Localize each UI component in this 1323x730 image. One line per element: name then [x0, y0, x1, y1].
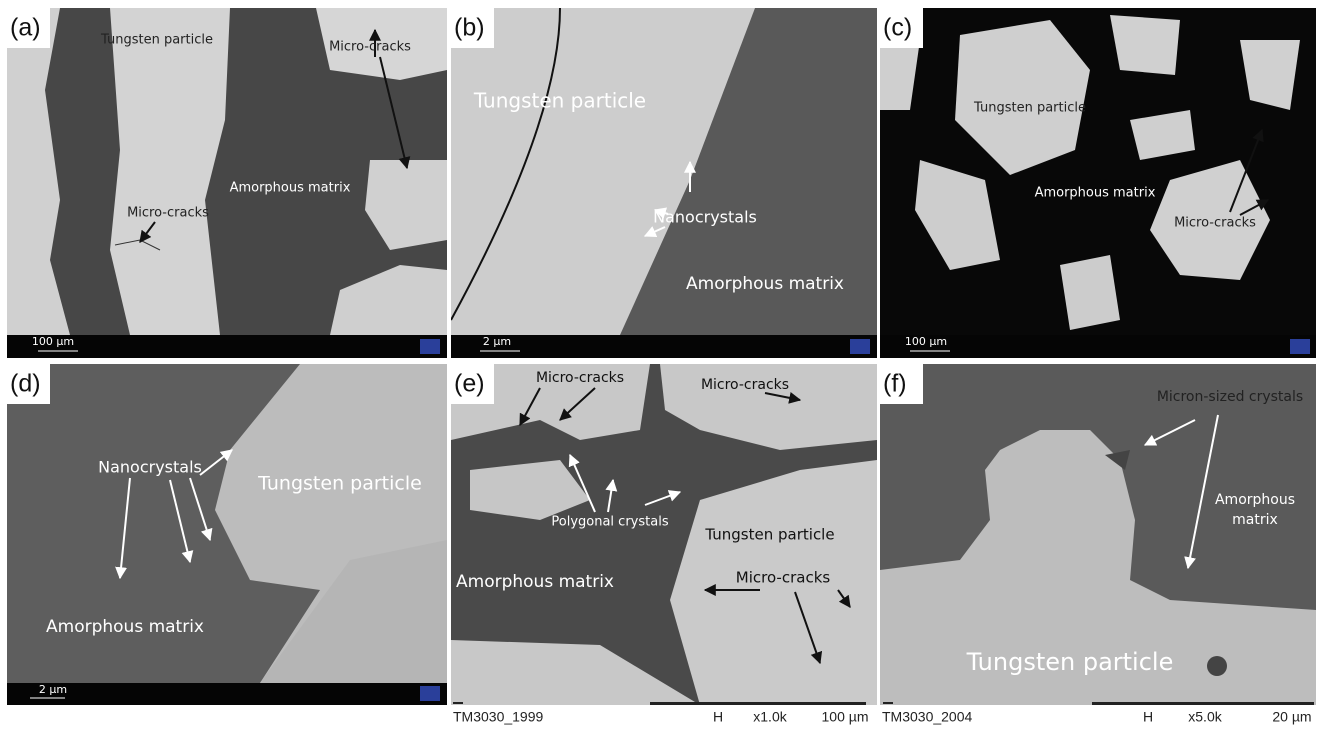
annotation: Micro-cracks	[1174, 216, 1256, 231]
micrograph-a	[7, 8, 447, 358]
scale-bar-label: 2 µm	[483, 335, 511, 348]
annotation: Tungsten particle	[100, 33, 213, 48]
annotation: Micron-sized crystals	[1157, 389, 1303, 405]
panel-label: (c)	[883, 14, 912, 42]
panel-label: (f)	[883, 370, 907, 398]
footer-text: 100 µm	[822, 709, 869, 725]
footer-text: 20 µm	[1272, 709, 1311, 725]
micrograph-d	[7, 364, 447, 705]
panel-label: (d)	[10, 370, 41, 398]
annotation: Amorphous	[1215, 492, 1295, 508]
annotation: Amorphous matrix	[1035, 186, 1156, 201]
footer-text: H	[713, 709, 723, 725]
annotation: Micro-cracks	[701, 377, 789, 393]
annotation: Nanocrystals	[653, 208, 757, 227]
annotation: Tungsten particle	[966, 648, 1174, 676]
footer-mark	[883, 702, 893, 704]
footer-text: x1.0k	[753, 709, 787, 725]
annotation: Tungsten particle	[257, 473, 422, 495]
annotation: Tungsten particle	[973, 101, 1086, 116]
annotation: Polygonal crystals	[551, 515, 668, 530]
footer-bar	[1092, 702, 1314, 705]
footer-text: TM3030_1999	[453, 709, 544, 725]
scale-bar-label: 100 µm	[905, 335, 947, 348]
footer-text: H	[1143, 709, 1153, 725]
micrograph-b	[451, 8, 877, 358]
annotation: Micro-cracks	[329, 40, 411, 55]
annotation: matrix	[1232, 512, 1278, 528]
footer-text: x5.0k	[1188, 709, 1222, 725]
footer-bar	[650, 702, 866, 705]
annotation: Tungsten particle	[473, 89, 646, 113]
annotation: Amorphous matrix	[686, 274, 844, 294]
figure: (a) Tungsten particle Micro-cracks Amorphou…	[0, 0, 1323, 730]
annotation: Tungsten particle	[704, 526, 834, 544]
annotation: Micro-cracks	[127, 206, 209, 221]
panel-label: (b)	[454, 14, 485, 42]
scale-bar-label: 2 µm	[39, 683, 67, 696]
micrograph-c	[880, 8, 1316, 358]
scale-bar-label: 100 µm	[32, 335, 74, 348]
annotation: Micro-cracks	[736, 569, 831, 587]
panel-label: (e)	[454, 370, 485, 398]
annotation: Micro-cracks	[536, 370, 624, 386]
footer-mark	[453, 702, 463, 704]
annotation: Amorphous matrix	[456, 572, 614, 592]
annotation: Amorphous matrix	[46, 617, 204, 637]
footer-text: TM3030_2004	[882, 709, 973, 725]
annotation: Nanocrystals	[98, 458, 202, 477]
annotation: Amorphous matrix	[230, 181, 351, 196]
panel-label: (a)	[10, 14, 41, 42]
